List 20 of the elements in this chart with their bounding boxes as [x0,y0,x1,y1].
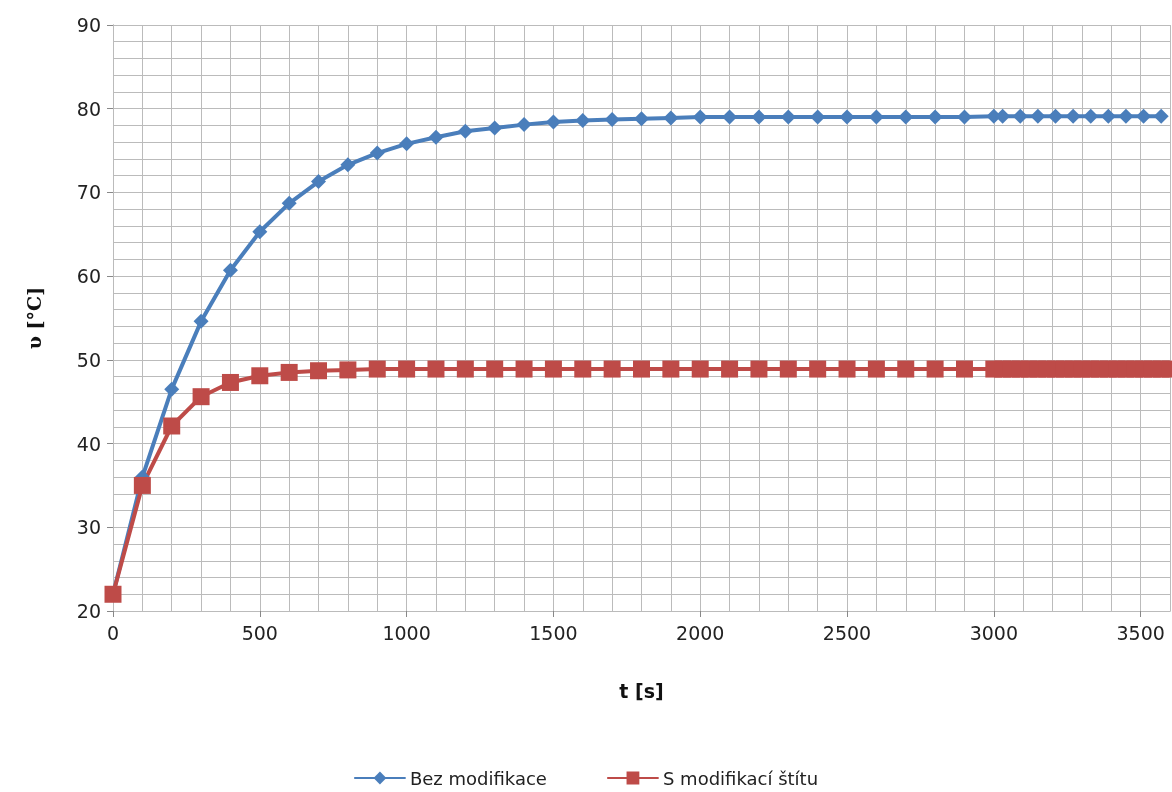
y-axis-title: υ [°C] [22,286,45,350]
y-tick-label: 20 [76,600,101,622]
x-tick-label: 1000 [382,621,431,644]
x-tick-label: 3000 [969,621,1019,644]
x-tick-label: 0 [106,621,120,644]
y-tick-label: 60 [76,265,101,288]
x-tick-label: 500 [241,621,278,644]
y-tick-label: 40 [76,432,101,455]
x-tick-label: 2000 [676,621,725,644]
y-tick-label: 70 [76,181,101,204]
x-tick-label: 2500 [822,621,872,644]
legend-label: Bez modifikace [409,767,547,789]
x-axis-title: t [s] [619,679,664,702]
y-tick-label: 50 [76,348,101,371]
legend-label: S modifikací štítu [662,767,819,789]
x-tick-label: 3500 [1116,621,1165,644]
y-tick-label: 80 [76,97,101,120]
y-tick-label: 90 [76,14,101,36]
x-tick-label: 1500 [529,621,578,644]
y-tick-label: 30 [76,516,101,539]
